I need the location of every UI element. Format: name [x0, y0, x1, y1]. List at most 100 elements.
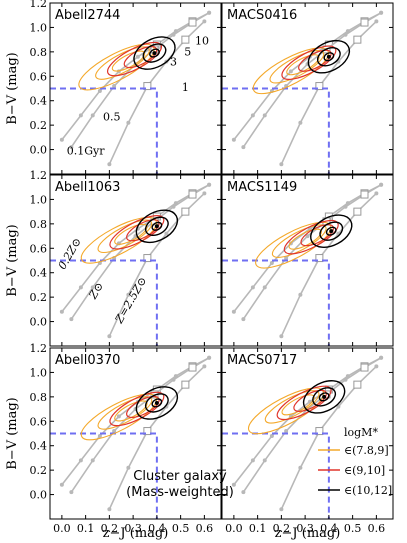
age-marker-square — [181, 380, 190, 389]
age-label: 0.1Gyr — [67, 144, 105, 157]
track-point — [59, 309, 64, 314]
age-label: 10 — [195, 35, 209, 48]
age-marker-square — [360, 190, 369, 199]
x-tick-label: 0.3 — [124, 522, 142, 535]
panel-frame — [221, 2, 394, 175]
cluster-name: Abell1063 — [55, 180, 120, 195]
panel-frame — [221, 347, 394, 520]
age-marker-square — [315, 427, 324, 436]
peak-point — [329, 229, 334, 234]
x-tick-label: 0.0 — [53, 522, 71, 535]
contour-high-mass — [144, 216, 169, 237]
x-tick-label: 0.5 — [172, 522, 190, 535]
panel-abell2744: 0.0 0.2 0.4 0.6 0.8 1.0 1.2 Abell2744 0.1Gyr 0.5 1… — [30, 0, 222, 175]
y-tick-label: 0.6 — [30, 415, 48, 428]
age-marker-square — [360, 363, 369, 372]
contour-low-mass — [80, 216, 158, 264]
y-tick-label: 0.4 — [30, 95, 48, 108]
track-point — [343, 204, 348, 209]
track-point — [207, 10, 212, 15]
track-point — [262, 458, 267, 463]
track-point — [231, 137, 236, 142]
cluster-name: MACS1149 — [227, 180, 297, 195]
track-point — [202, 364, 207, 369]
track-point — [284, 429, 289, 434]
track-point — [171, 32, 176, 37]
age-marker-square — [181, 207, 190, 216]
track-point — [69, 317, 74, 322]
track-point — [90, 285, 95, 290]
model-track — [233, 184, 382, 313]
track-point — [374, 364, 379, 369]
track-point — [279, 507, 284, 512]
track-point — [207, 182, 212, 187]
y-tick-label: 0.0 — [30, 144, 48, 157]
cluster-name: MACS0717 — [227, 353, 297, 368]
track-point — [107, 162, 112, 167]
panel-frame — [49, 347, 222, 520]
panel-frame — [221, 174, 394, 347]
contour-high-mass — [323, 52, 335, 62]
panel-macs0416: MACS0416 — [221, 2, 394, 175]
x-tick-label: 0.1 — [249, 522, 267, 535]
contour-high-mass — [307, 39, 351, 74]
track-point — [262, 113, 267, 118]
contour-low-mass — [97, 396, 153, 430]
y-tick-label: 0.8 — [30, 391, 48, 404]
y-tick-label: 0.6 — [30, 242, 48, 255]
contour-high-mass — [316, 47, 341, 67]
track-point — [262, 285, 267, 290]
track-point — [379, 355, 384, 360]
x-tick-label: 0.2 — [101, 522, 119, 535]
panel-macs0717: 0.0 0.1 0.2 0.3 0.4 0.5 0.6 MACS0717 logM* ∈(7.8,… — [221, 347, 394, 535]
contour-high-mass — [319, 221, 344, 241]
selection-box — [222, 259, 330, 346]
track-point — [374, 191, 379, 196]
track-point — [279, 162, 284, 167]
panel-abell0370: 0.0 0.2 0.4 0.6 0.8 1.0 1.2 0.0 0.1 0.2 0.3 0.4 0.5 0… — [30, 342, 234, 535]
y-tick-label: 0.2 — [30, 291, 48, 304]
track-point — [107, 507, 112, 512]
contour-high-mass — [312, 387, 337, 407]
track-point — [171, 377, 176, 382]
peak-point — [326, 54, 331, 59]
age-marker-square — [353, 207, 362, 216]
track-point — [59, 482, 64, 487]
model-track — [242, 184, 382, 320]
contour-low-mass — [269, 50, 325, 84]
track-point — [379, 182, 384, 187]
axis-labels: B−V (mag) B−V (mag) B−V (mag) z−J (mag) … — [5, 52, 340, 541]
x-axis-label: z−J (mag) — [275, 526, 341, 541]
age-marker-square — [353, 35, 362, 44]
age-label: 3 — [170, 55, 177, 68]
panel-macs1149: MACS1149 — [221, 174, 394, 347]
cluster-name: Abell0370 — [55, 353, 120, 368]
contour-high-mass — [325, 226, 337, 236]
track-point — [164, 231, 169, 236]
track-point — [116, 414, 121, 419]
track-point — [112, 429, 117, 434]
contour-low-mass — [95, 46, 150, 80]
x-tick-label: 0.5 — [344, 522, 362, 535]
contour-high-mass — [135, 386, 179, 420]
y-tick-label: 0.0 — [30, 316, 48, 329]
age-marker-square — [188, 18, 197, 27]
track-point — [126, 120, 131, 125]
x-tick-label: 0.2 — [273, 522, 291, 535]
x-tick-label: 0.4 — [320, 522, 338, 535]
track-point — [298, 120, 303, 125]
track-point — [97, 88, 102, 93]
contour-high-mass — [302, 380, 346, 414]
age-marker-square — [315, 254, 324, 263]
contour-high-mass — [135, 209, 179, 244]
track-point — [284, 256, 289, 261]
age-marker-square — [360, 18, 369, 27]
age-label: 5 — [184, 46, 191, 59]
legend-entry: ∈(9,10] — [344, 464, 385, 477]
track-point — [231, 309, 236, 314]
contour-low-mass — [97, 219, 153, 254]
y-tick-label: 0.2 — [30, 119, 48, 132]
y-axis-label: B−V (mag) — [5, 224, 20, 297]
track-label: Z=2.5Z⊙ — [112, 275, 149, 327]
